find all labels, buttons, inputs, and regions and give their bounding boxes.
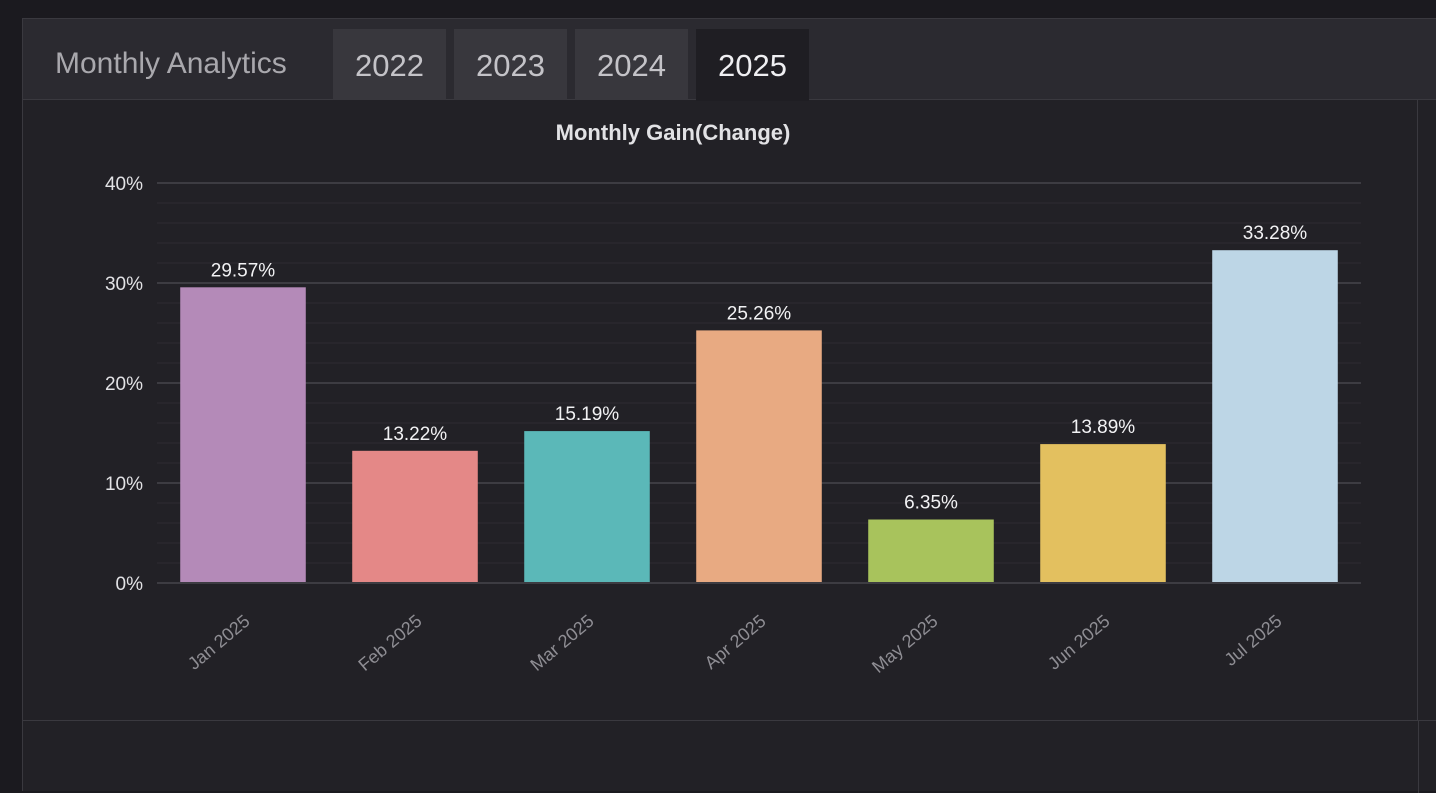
y-tick-label: 20% xyxy=(105,374,143,395)
footer-divider xyxy=(1418,721,1419,793)
bar-value-label: 13.22% xyxy=(383,424,448,445)
bar-mar-2025[interactable] xyxy=(524,431,650,582)
y-tick-label: 30% xyxy=(105,274,143,295)
x-tick-label: Jan 2025 xyxy=(184,611,254,674)
bar-value-label: 6.35% xyxy=(904,493,958,514)
footer-area xyxy=(23,720,1436,793)
y-tick-label: 10% xyxy=(105,474,143,495)
x-tick-label: Apr 2025 xyxy=(701,611,770,673)
bar-value-label: 29.57% xyxy=(211,260,276,281)
x-axis-ticks: Jan 2025 Feb 2025 Mar 2025 Apr 2025 May 2025… xyxy=(184,611,1286,677)
bar-jul-2025[interactable] xyxy=(1212,250,1338,582)
bar-value-label: 13.89% xyxy=(1071,417,1136,438)
tab-2025[interactable]: 2025 xyxy=(696,29,809,101)
x-tick-label: Jun 2025 xyxy=(1044,611,1114,674)
bar-value-labels: 29.57% 13.22% 15.19% 25.26% 6.35% 13.89% 33.28… xyxy=(211,223,1308,513)
y-tick-label: 0% xyxy=(116,574,144,595)
bars xyxy=(180,250,1338,582)
bar-value-label: 15.19% xyxy=(555,404,620,425)
bar-jun-2025[interactable] xyxy=(1040,444,1166,582)
x-tick-label: Feb 2025 xyxy=(354,611,425,675)
tab-bar: Monthly Analytics 2022 2023 2024 2025 xyxy=(23,19,1436,101)
bar-jan-2025[interactable] xyxy=(180,287,306,582)
bar-value-label: 25.26% xyxy=(727,303,792,324)
bar-apr-2025[interactable] xyxy=(696,330,822,582)
chart-title: Monthly Gain(Change) xyxy=(556,120,791,145)
x-tick-label: Mar 2025 xyxy=(526,611,597,675)
panel-title: Monthly Analytics xyxy=(55,47,287,80)
chart-container: Monthly Gain(Change) 0% 10% 20% 30% 40% 29.5… xyxy=(23,100,1418,720)
analytics-panel: Monthly Analytics 2022 2023 2024 2025 Mo… xyxy=(22,18,1436,793)
x-tick-label: Jul 2025 xyxy=(1221,611,1286,670)
bar-chart: Monthly Gain(Change) 0% 10% 20% 30% 40% 29.5… xyxy=(105,120,1361,677)
tab-2023[interactable]: 2023 xyxy=(454,29,567,100)
bar-feb-2025[interactable] xyxy=(352,450,478,582)
tab-2022[interactable]: 2022 xyxy=(333,29,446,100)
bar-may-2025[interactable] xyxy=(868,519,994,583)
tab-2024[interactable]: 2024 xyxy=(575,29,688,100)
y-tick-label: 40% xyxy=(105,174,143,195)
x-tick-label: May 2025 xyxy=(868,611,941,677)
bar-value-label: 33.28% xyxy=(1243,223,1308,244)
y-axis-ticks: 0% 10% 20% 30% 40% xyxy=(105,174,143,595)
